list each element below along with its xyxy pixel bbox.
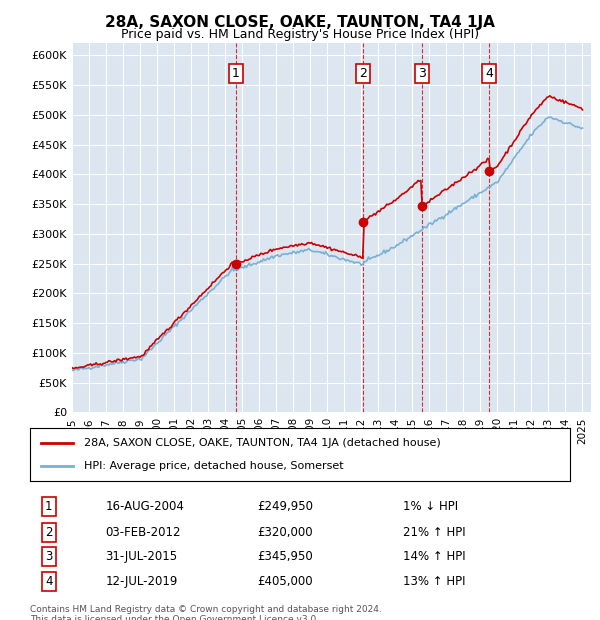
Text: 14% ↑ HPI: 14% ↑ HPI (403, 550, 465, 562)
Text: 1% ↓ HPI: 1% ↓ HPI (403, 500, 458, 513)
Text: 2: 2 (359, 67, 367, 79)
Text: 21% ↑ HPI: 21% ↑ HPI (403, 526, 465, 539)
Text: 28A, SAXON CLOSE, OAKE, TAUNTON, TA4 1JA: 28A, SAXON CLOSE, OAKE, TAUNTON, TA4 1JA (105, 16, 495, 30)
Text: Price paid vs. HM Land Registry's House Price Index (HPI): Price paid vs. HM Land Registry's House … (121, 28, 479, 41)
Text: 12-JUL-2019: 12-JUL-2019 (106, 575, 178, 588)
Text: Contains HM Land Registry data © Crown copyright and database right 2024.
This d: Contains HM Land Registry data © Crown c… (30, 604, 382, 620)
Text: 3: 3 (45, 550, 53, 562)
Text: 28A, SAXON CLOSE, OAKE, TAUNTON, TA4 1JA (detached house): 28A, SAXON CLOSE, OAKE, TAUNTON, TA4 1JA… (84, 438, 441, 448)
Text: 2: 2 (45, 526, 53, 539)
Text: £249,950: £249,950 (257, 500, 313, 513)
Text: 16-AUG-2004: 16-AUG-2004 (106, 500, 184, 513)
Text: 03-FEB-2012: 03-FEB-2012 (106, 526, 181, 539)
Text: £320,000: £320,000 (257, 526, 313, 539)
Text: 3: 3 (418, 67, 426, 79)
Text: 1: 1 (45, 500, 53, 513)
Text: 4: 4 (45, 575, 53, 588)
Text: 13% ↑ HPI: 13% ↑ HPI (403, 575, 465, 588)
Text: 4: 4 (485, 67, 493, 79)
Text: £345,950: £345,950 (257, 550, 313, 562)
Text: HPI: Average price, detached house, Somerset: HPI: Average price, detached house, Some… (84, 461, 344, 471)
Text: 1: 1 (232, 67, 239, 79)
Text: £405,000: £405,000 (257, 575, 313, 588)
Text: 31-JUL-2015: 31-JUL-2015 (106, 550, 178, 562)
